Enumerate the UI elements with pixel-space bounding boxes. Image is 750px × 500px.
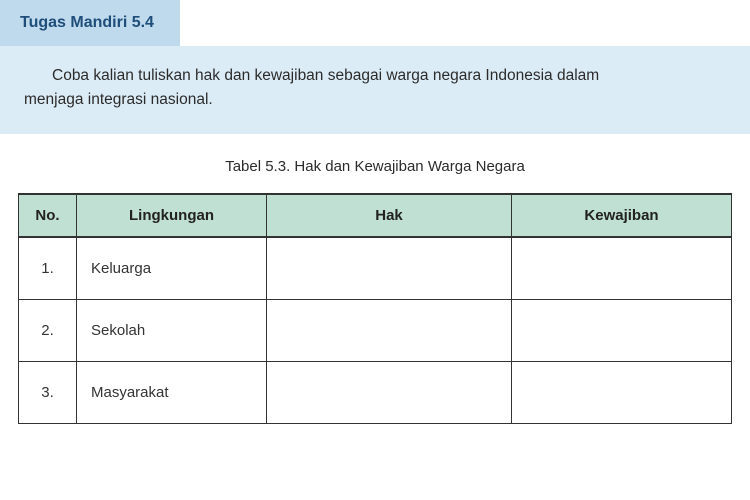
cell-kewajiban[interactable] [512, 362, 732, 424]
instruction-box: Coba kalian tuliskan hak dan kewajiban s… [0, 46, 750, 134]
rights-duties-table: No. Lingkungan Hak Kewajiban 1. Keluarga… [18, 193, 732, 424]
cell-no: 3. [19, 362, 77, 424]
table-row: 3. Masyarakat [19, 362, 732, 424]
col-hak: Hak [267, 194, 512, 237]
table-row: 1. Keluarga [19, 237, 732, 300]
table-wrapper: No. Lingkungan Hak Kewajiban 1. Keluarga… [0, 193, 750, 424]
cell-kewajiban[interactable] [512, 300, 732, 362]
cell-lingkungan: Keluarga [77, 237, 267, 300]
cell-kewajiban[interactable] [512, 237, 732, 300]
col-no: No. [19, 194, 77, 237]
cell-lingkungan: Sekolah [77, 300, 267, 362]
cell-hak[interactable] [267, 362, 512, 424]
table-row: 2. Sekolah [19, 300, 732, 362]
cell-no: 1. [19, 237, 77, 300]
col-lingkungan: Lingkungan [77, 194, 267, 237]
col-kewajiban: Kewajiban [512, 194, 732, 237]
task-header: Tugas Mandiri 5.4 [0, 0, 180, 46]
cell-hak[interactable] [267, 237, 512, 300]
instruction-line-2: menjaga integrasi nasional. [24, 88, 726, 112]
instruction-line-1: Coba kalian tuliskan hak dan kewajiban s… [24, 64, 726, 88]
cell-lingkungan: Masyarakat [77, 362, 267, 424]
cell-hak[interactable] [267, 300, 512, 362]
cell-no: 2. [19, 300, 77, 362]
table-header-row: No. Lingkungan Hak Kewajiban [19, 194, 732, 237]
table-caption: Tabel 5.3. Hak dan Kewajiban Warga Negar… [0, 158, 750, 175]
